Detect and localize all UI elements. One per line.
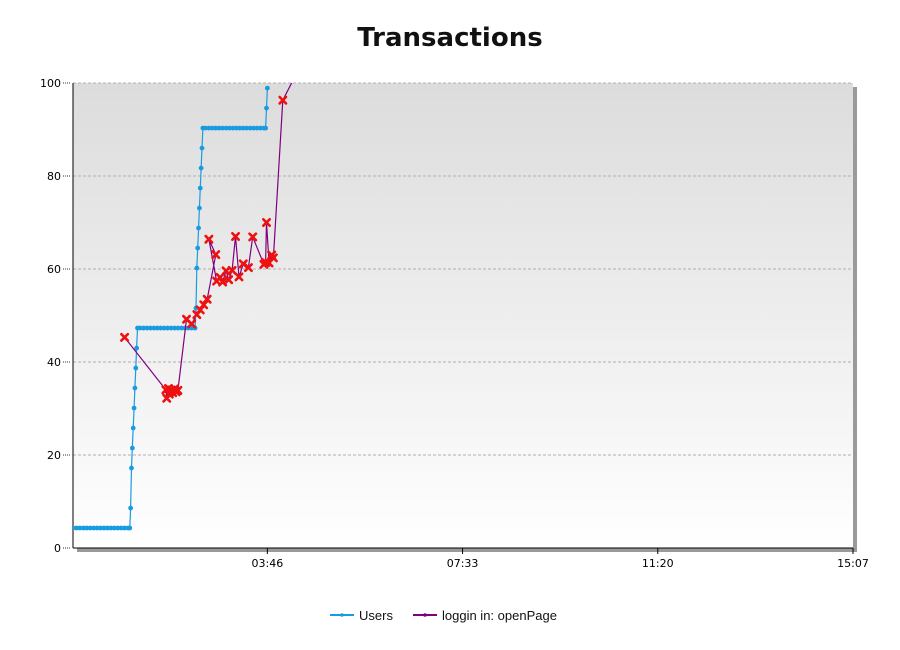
data-point-users [133,366,138,371]
data-point-users [194,266,199,271]
legend: Users loggin in: openPage [330,608,557,623]
x-tick-label: 15:07 [837,557,869,570]
data-point-users [195,246,200,251]
legend-marker-openpage [423,613,427,617]
legend-marker-users [340,613,344,617]
x-tick-label: 07:33 [447,557,479,570]
data-point-users [131,426,136,431]
data-point-users [199,166,204,171]
data-point-users [265,86,270,91]
data-point-users [127,526,132,531]
legend-item-openpage[interactable]: loggin in: openPage [413,608,557,623]
data-point-openpage [300,57,306,63]
legend-label-users: Users [359,608,393,623]
y-tick-label: 40 [47,356,61,369]
chart-title: Transactions [357,23,542,53]
data-point-users [197,206,202,211]
x-marker-stroke [300,57,306,63]
data-point-users [263,126,268,131]
y-tick-label: 0 [54,542,61,555]
data-point-users [198,186,203,191]
data-point-users [264,106,269,111]
x-tick-label: 11:20 [642,557,674,570]
data-point-users [129,466,134,471]
y-tick-label: 100 [40,77,61,90]
data-point-users [196,226,201,231]
data-point-users [130,446,135,451]
x-marker-stroke [300,57,306,63]
legend-item-users[interactable]: Users [330,608,393,623]
data-point-users [200,146,205,151]
y-tick-label: 20 [47,449,61,462]
data-point-users [132,406,137,411]
y-tick-label: 60 [47,263,61,276]
data-point-users [128,506,133,511]
x-tick-label: 03:46 [252,557,284,570]
y-tick-label: 80 [47,170,61,183]
data-point-users [133,386,138,391]
legend-label-openpage: loggin in: openPage [442,608,557,623]
